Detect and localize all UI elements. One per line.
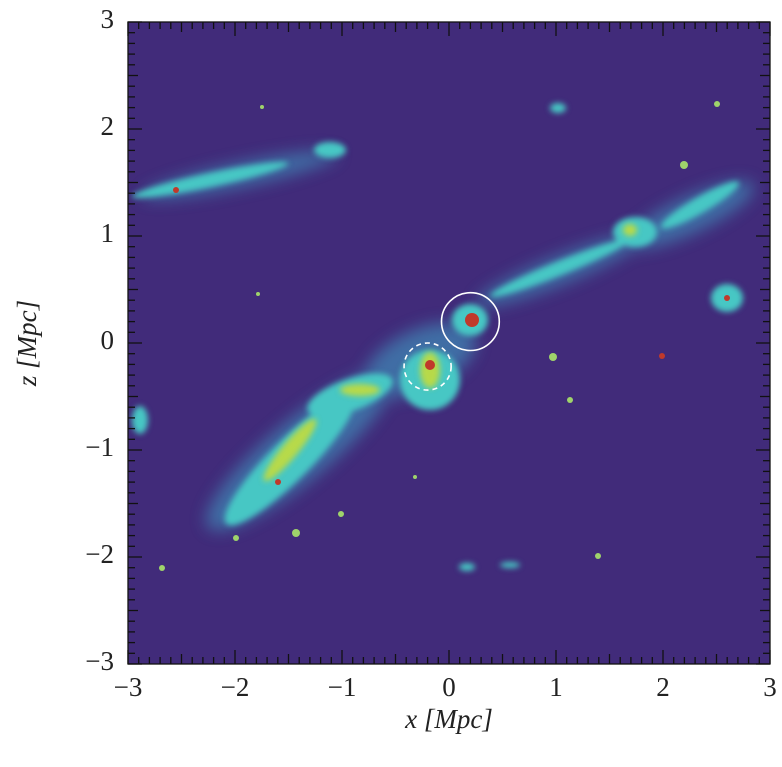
x-tick-label: −3 [114,672,143,702]
halo-circle [440,291,501,352]
y-tick-label: −2 [85,539,114,569]
x-tick-label: −1 [328,672,357,702]
y-tick-label: −1 [85,432,114,462]
y-tick-label: 2 [101,111,115,141]
x-tick-label: −2 [221,672,250,702]
y-axis-label: z [Mpc] [12,300,42,387]
x-tick-label: 2 [656,672,670,702]
x-tick-label: 0 [442,672,456,702]
y-tick-label: 0 [101,325,115,355]
y-tick-label: −3 [85,646,114,676]
halo-circle [403,342,452,391]
x-tick-label: 1 [549,672,563,702]
y-tick-label: 3 [101,4,115,34]
x-tick-label: 3 [763,672,777,702]
y-tick-label: 1 [101,218,115,248]
x-axis-label: x [Mpc] [404,704,493,734]
axes [127,21,771,665]
